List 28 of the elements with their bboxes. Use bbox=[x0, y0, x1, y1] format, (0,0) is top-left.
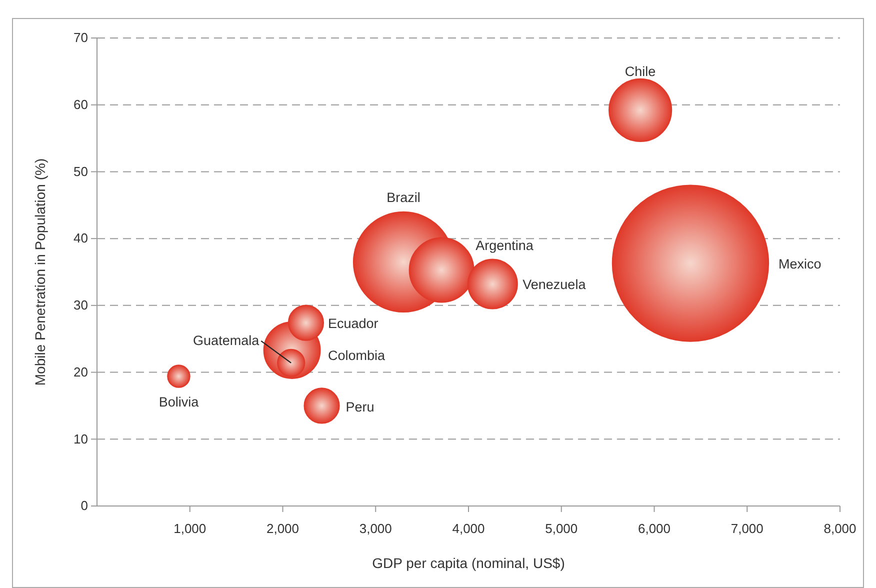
x-tick-label: 1,000 bbox=[174, 521, 206, 536]
y-tick-label: 40 bbox=[74, 230, 88, 246]
annotation: Mexico bbox=[778, 256, 822, 272]
y-tick-label: 50 bbox=[74, 164, 88, 179]
annotation: Brazil bbox=[386, 190, 420, 205]
y-tick-label: 10 bbox=[74, 431, 88, 446]
y-tick-label: 70 bbox=[74, 30, 88, 46]
y-tick-label: 0 bbox=[80, 498, 88, 514]
x-tick-label: 7,000 bbox=[730, 521, 764, 536]
x-tick-label: 8,000 bbox=[824, 521, 856, 536]
x-tick-label: 2,000 bbox=[266, 521, 300, 536]
x-tick-label: 6,000 bbox=[638, 521, 671, 536]
annotation: Ecuador bbox=[328, 316, 379, 331]
x-axis-title: GDP per capita (nominal, US$) bbox=[372, 555, 565, 571]
annotation: Chile bbox=[624, 64, 656, 80]
x-tick-label: 5,000 bbox=[545, 521, 578, 536]
y-tick-label: 30 bbox=[74, 298, 88, 313]
annotation: Venezuela bbox=[522, 277, 586, 292]
y-tick-label: 20 bbox=[74, 364, 88, 380]
annotation: Bolivia bbox=[158, 394, 200, 410]
annotation: Colombia bbox=[328, 348, 386, 364]
annotation: Guatemala bbox=[193, 332, 260, 348]
y-axis-title: Mobile Penetration in Population (%) bbox=[32, 158, 48, 386]
x-tick-label: 3,000 bbox=[359, 521, 392, 536]
annotation: Peru bbox=[346, 400, 374, 415]
x-tick-label: 4,000 bbox=[452, 521, 485, 536]
annotation: Argentina bbox=[476, 238, 534, 253]
y-tick-label: 60 bbox=[74, 97, 88, 112]
